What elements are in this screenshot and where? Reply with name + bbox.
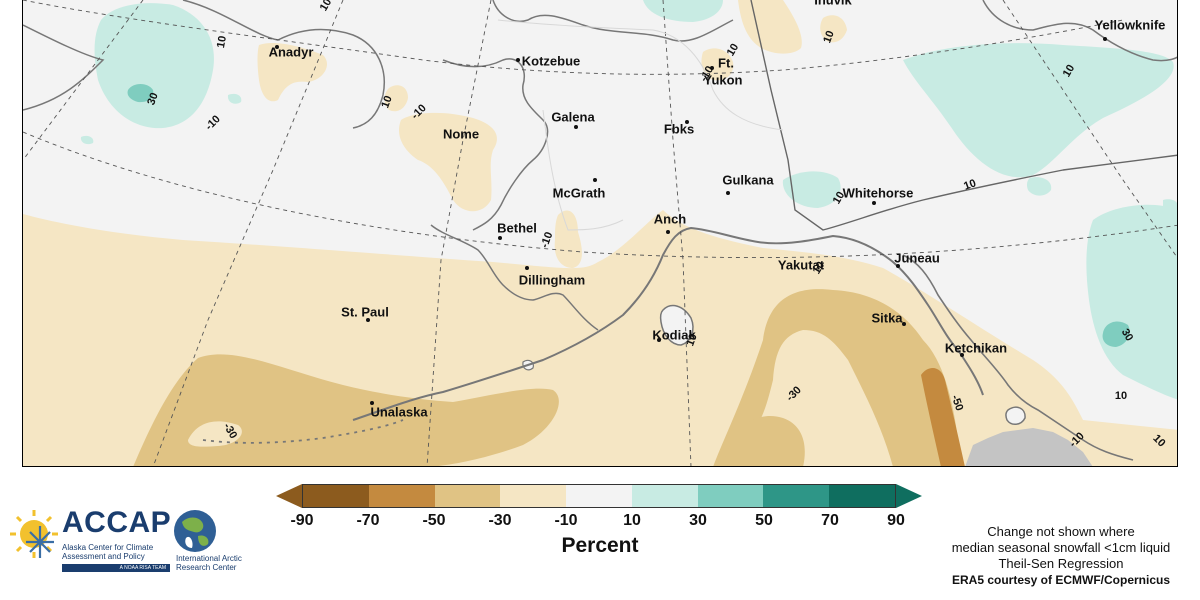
city-marker [710,66,714,70]
city-label: Sitka [871,311,902,326]
legend-swatch [632,485,698,507]
legend-tick-label: -30 [488,512,511,530]
accap-title: ACCAP [62,506,171,540]
city-label: Yakutat [778,258,824,273]
city-marker [574,125,578,129]
city-label: Ft. [718,56,734,71]
city-label: Gulkana [722,173,773,188]
note-line-2: median seasonal snowfall <1cm liquid [920,540,1200,556]
note-line-3: Theil-Sen Regression [920,556,1200,572]
legend-swatch [303,485,369,507]
legend-tick-label: 30 [689,512,707,530]
legend-bar [302,484,896,508]
contour-label: 10 [215,35,229,49]
legend-swatch [566,485,632,507]
legend-tick-label: -10 [554,512,577,530]
city-label: Nome [443,127,479,142]
island-small [1006,407,1025,424]
city-label: Dillingham [519,273,585,288]
accap-subtitle: Alaska Center for Climate Assessment and… [62,543,172,561]
teal-region-east [903,43,1174,177]
map-canvas [23,0,1178,467]
coastline-north-3 [23,25,103,110]
legend-tick-label: -90 [290,512,313,530]
legend-tick-label: 50 [755,512,773,530]
color-legend: -90 -70 -50 -30 -10 10 30 50 70 90 Percent [272,480,928,570]
city-label: Fbks [664,122,694,137]
legend-tick-label: -50 [422,512,445,530]
snowfall-change-map: 10 10 30 -10 10 -10 10 -10 10 10 10 10 -10 10 10 30 -30-… [22,0,1178,467]
city-marker [872,201,876,205]
teal-region-small2 [1163,199,1178,212]
city-marker [902,322,906,326]
city-label: Anadyr [269,45,314,60]
city-label: Kodiak [652,328,695,343]
tan-patch-inuvik [738,0,802,54]
legend-arrow-right [896,484,922,508]
map-notes: Change not shown where median seasonal s… [920,524,1200,588]
note-line-1: Change not shown where [920,524,1200,540]
city-label: Galena [551,110,594,125]
city-label: Unalaska [370,405,427,420]
city-label: Ketchikan [945,341,1007,356]
legend-arrow-left [276,484,302,508]
legend-title: Percent [272,534,928,558]
city-label: Inuvik [814,0,852,8]
contour-label: 10 [1115,390,1127,402]
city-marker [525,266,529,270]
city-marker [498,236,502,240]
city-label: Anch [654,212,687,227]
legend-swatch [500,485,566,507]
city-marker [516,58,520,62]
tan-patch-bethel [555,210,582,268]
city-label: Juneau [894,251,940,266]
accap-risa-tag: A NOAA RISA TEAM [62,564,170,572]
legend-tick-label: 10 [623,512,641,530]
teal-region-tiny [228,94,241,104]
city-label: McGrath [553,186,606,201]
city-marker [666,230,670,234]
city-label: Yukon [703,73,742,88]
teal-region-west [95,3,214,128]
city-label: Whitehorse [843,186,914,201]
city-marker [1103,37,1107,41]
iarc-globe-icon [172,508,218,554]
legend-tick-label: 90 [887,512,905,530]
city-marker [726,191,730,195]
legend-swatch [435,485,501,507]
city-label: Kotzebue [522,54,581,69]
legend-swatch [369,485,435,507]
city-label: Yellowknife [1095,18,1166,33]
legend-swatch [829,485,895,507]
legend-swatch [763,485,829,507]
teal-region-tiny2 [81,136,93,144]
legend-tick-label: -70 [356,512,379,530]
city-marker [593,178,597,182]
city-label: Bethel [497,221,537,236]
city-label: St. Paul [341,305,389,320]
teal-region-small [1027,177,1051,195]
iarc-label: International Arctic Research Center [176,554,246,572]
teal-region-southeast [1086,205,1178,400]
legend-tick-label: 70 [821,512,839,530]
note-line-4: ERA5 courtesy of ECMWF/Copernicus [920,572,1200,588]
river-kuskokwim [543,110,623,230]
teal-region-north [643,0,723,22]
legend-swatch [698,485,764,507]
